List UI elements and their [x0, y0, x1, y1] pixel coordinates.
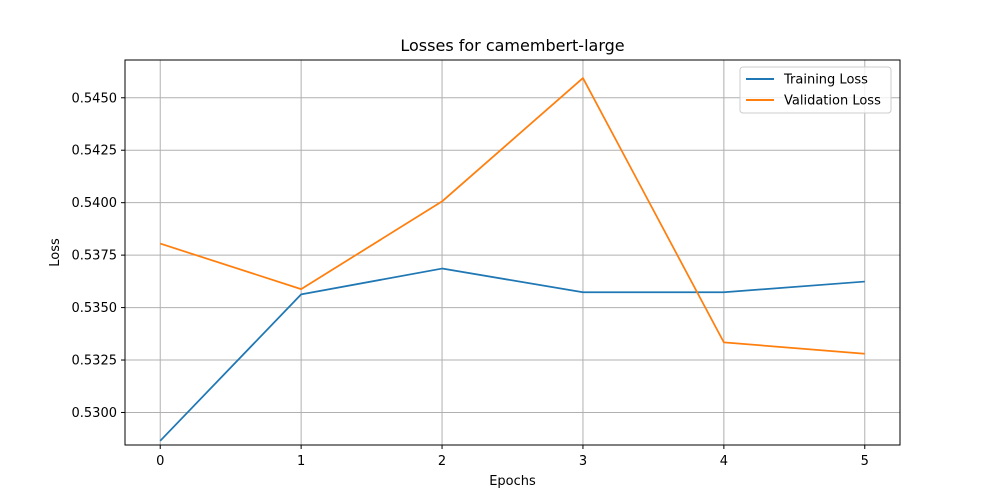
y-tick-label: 0.5450 — [72, 91, 118, 106]
y-tick-label: 0.5375 — [72, 249, 118, 264]
x-tick-label: 0 — [156, 454, 164, 469]
grid-lines — [125, 60, 900, 445]
x-tick-label: 2 — [438, 454, 446, 469]
legend-label-validation-loss: Validation Loss — [784, 94, 881, 109]
y-tick-label: 0.5425 — [72, 144, 118, 159]
y-tick-label: 0.5300 — [72, 406, 118, 421]
x-axis-label: Epochs — [489, 474, 536, 489]
axis-ticks: 0 1 2 3 4 5 0.5300 0.5325 0.5350 0.5375 0.5400 0.54… — [72, 91, 869, 469]
series-line-training-loss — [159, 267, 865, 442]
legend-label-training-loss: Training Loss — [783, 73, 868, 88]
y-tick-label: 0.5350 — [72, 301, 118, 316]
x-tick-label: 4 — [720, 454, 728, 469]
chart-title: Losses for camembert-large — [400, 36, 624, 55]
y-axis-label: Loss — [48, 238, 63, 267]
legend: Training Loss Validation Loss — [739, 66, 892, 114]
x-tick-label: 3 — [579, 454, 587, 469]
y-tick-label: 0.5325 — [72, 354, 118, 369]
legend-box — [739, 66, 892, 114]
series-line-validation-loss — [159, 77, 865, 355]
x-tick-label: 1 — [297, 454, 305, 469]
x-tick-label: 5 — [861, 454, 869, 469]
plot-frame — [124, 59, 901, 446]
y-tick-label: 0.5400 — [72, 196, 118, 211]
series-lines — [159, 77, 865, 442]
